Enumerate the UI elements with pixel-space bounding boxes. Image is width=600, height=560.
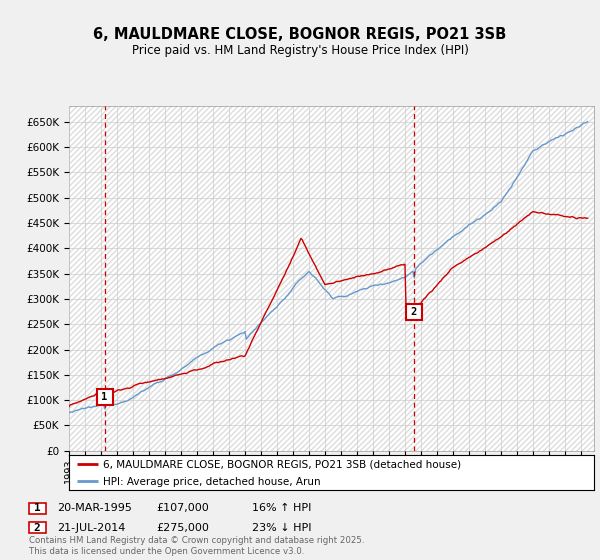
Text: 6, MAULDMARE CLOSE, BOGNOR REGIS, PO21 3SB (detached house): 6, MAULDMARE CLOSE, BOGNOR REGIS, PO21 3… xyxy=(103,460,461,470)
Text: Contains HM Land Registry data © Crown copyright and database right 2025.
This d: Contains HM Land Registry data © Crown c… xyxy=(29,536,364,556)
Text: 16% ↑ HPI: 16% ↑ HPI xyxy=(252,503,311,514)
Text: 20-MAR-1995: 20-MAR-1995 xyxy=(57,503,132,514)
Text: HPI: Average price, detached house, Arun: HPI: Average price, detached house, Arun xyxy=(103,477,321,487)
Text: £107,000: £107,000 xyxy=(156,503,209,514)
Text: £275,000: £275,000 xyxy=(156,522,209,533)
Text: 23% ↓ HPI: 23% ↓ HPI xyxy=(252,522,311,533)
Text: 2: 2 xyxy=(411,306,417,316)
Text: Price paid vs. HM Land Registry's House Price Index (HPI): Price paid vs. HM Land Registry's House … xyxy=(131,44,469,57)
Text: 6, MAULDMARE CLOSE, BOGNOR REGIS, PO21 3SB: 6, MAULDMARE CLOSE, BOGNOR REGIS, PO21 3… xyxy=(94,27,506,42)
Text: 1: 1 xyxy=(34,503,41,514)
Text: 2: 2 xyxy=(34,522,41,533)
Text: 1: 1 xyxy=(101,391,107,402)
Text: 21-JUL-2014: 21-JUL-2014 xyxy=(57,522,125,533)
